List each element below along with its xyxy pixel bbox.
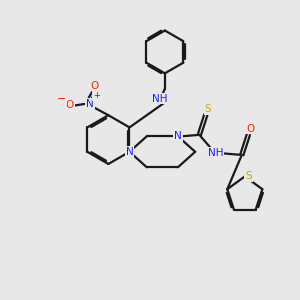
- Text: O: O: [66, 100, 74, 110]
- Text: N: N: [174, 131, 182, 141]
- Text: NH: NH: [208, 148, 224, 158]
- Text: O: O: [90, 80, 98, 91]
- Text: N: N: [126, 147, 134, 157]
- Text: O: O: [246, 124, 254, 134]
- Text: S: S: [245, 172, 252, 182]
- Text: NH: NH: [152, 94, 167, 103]
- Text: −: −: [57, 94, 66, 104]
- Text: +: +: [93, 91, 100, 100]
- Text: N: N: [86, 99, 94, 109]
- Text: S: S: [204, 104, 211, 114]
